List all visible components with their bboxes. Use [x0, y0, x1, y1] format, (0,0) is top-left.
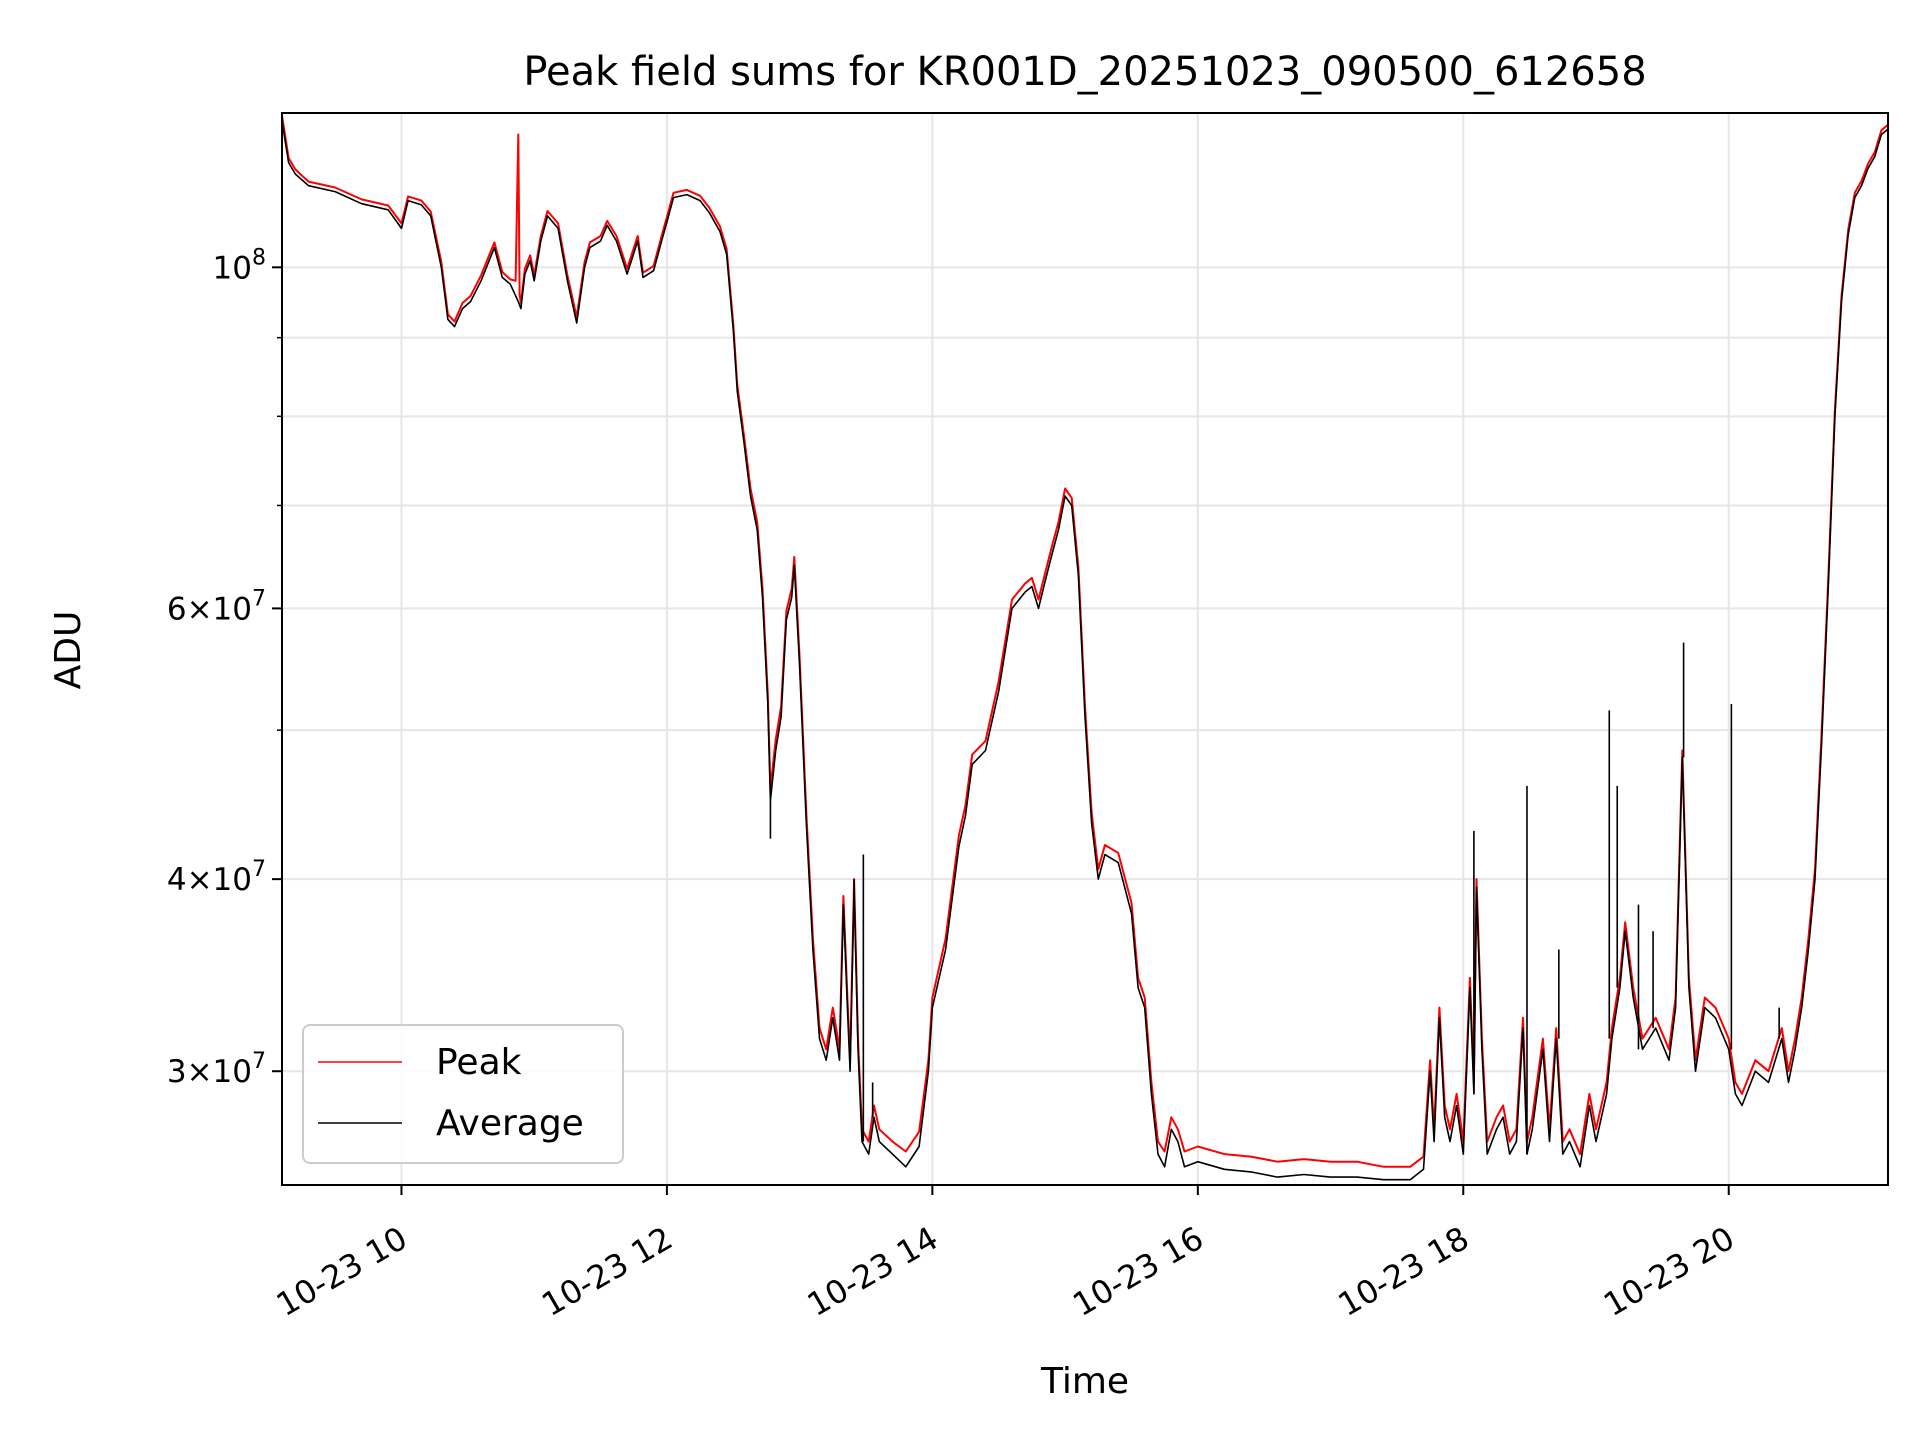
legend-label-peak: Peak	[436, 1042, 522, 1083]
grid	[282, 113, 1888, 1185]
legend: Peak Average	[302, 1024, 624, 1164]
series-line-peak	[281, 115, 1889, 1168]
y-tick-label: 3×107	[167, 1049, 266, 1090]
y-axis: 3×107 4×107 6×107 108	[167, 245, 282, 1090]
legend-box	[302, 1024, 624, 1164]
x-axis-label: Time	[1040, 1361, 1129, 1402]
legend-label-average: Average	[436, 1103, 584, 1144]
series-line-average	[281, 120, 1889, 1181]
plot-frame	[281, 112, 1889, 1186]
y-tick-label: 4×107	[167, 857, 266, 898]
y-tick-label: 6×107	[167, 586, 266, 627]
chart-title: Peak field sums for KR001D_20251023_0905…	[523, 49, 1646, 95]
y-tick-label: 108	[213, 245, 266, 286]
series-layer	[281, 115, 1889, 1181]
y-axis-label: ADU	[48, 611, 89, 690]
